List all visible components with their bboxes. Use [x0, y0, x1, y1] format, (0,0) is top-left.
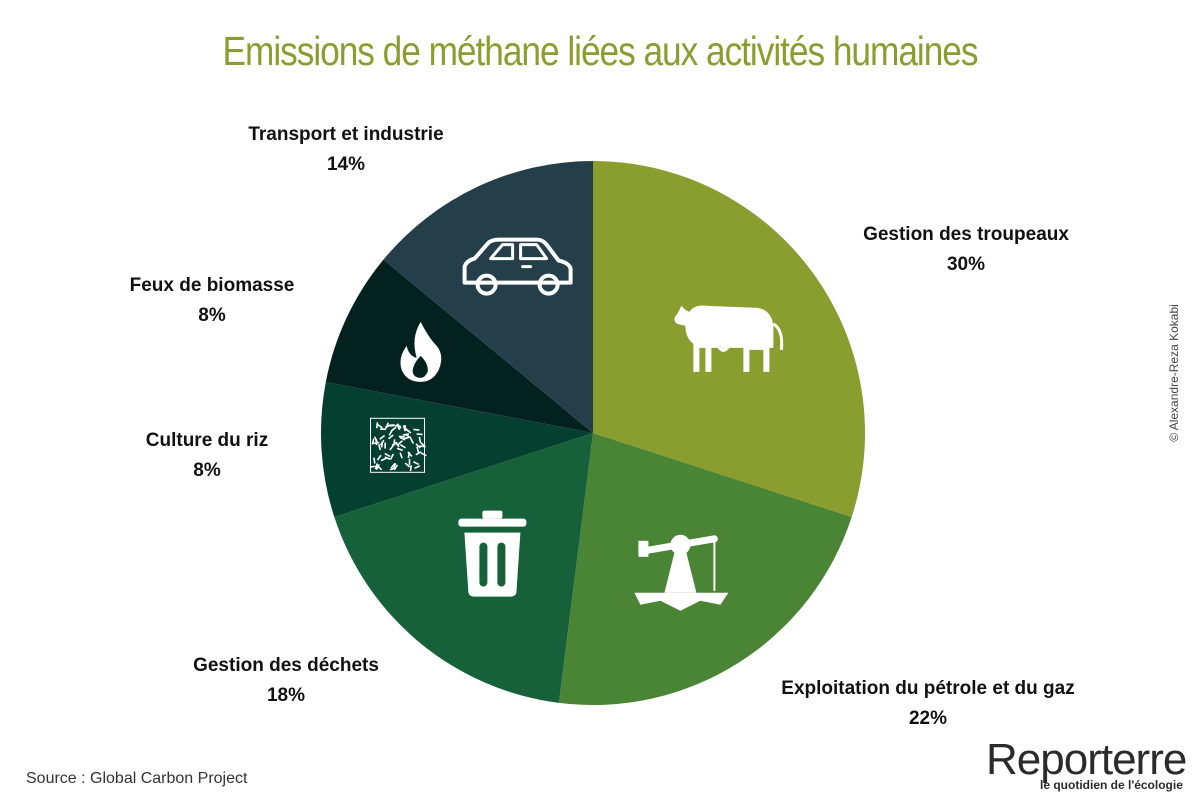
slice-value-label: 18%: [267, 685, 305, 706]
slice-value-label: 8%: [193, 460, 221, 481]
chart-title: Emissions de méthane liées aux activités…: [222, 28, 979, 74]
pie-slice-2: [558, 433, 852, 706]
pie-icons: [369, 237, 784, 611]
logo-tagline: le quotidien de l'écologie: [1040, 778, 1183, 792]
pie-slice-6: [383, 161, 593, 433]
logo-name: Reporterre: [986, 735, 1187, 784]
slice-value-label: 22%: [909, 708, 947, 729]
reporterre-logo[interactable]: Reporterre le quotidien de l'écologie: [986, 736, 1187, 796]
slice-value-label: 30%: [947, 254, 985, 275]
slice-label: Feux de biomasse: [130, 275, 295, 296]
pie-slice-4: [321, 382, 593, 518]
slice-value-label: 8%: [198, 305, 226, 326]
car-icon: [462, 237, 573, 296]
slice-label: Gestion des troupeaux: [863, 224, 1069, 245]
oil-pump-icon: [634, 534, 729, 611]
rice-icon: [369, 417, 427, 473]
slice-label: Transport et industrie: [248, 124, 443, 145]
slice-label: Culture du riz: [146, 430, 268, 451]
slice-label: Gestion des déchets: [193, 655, 379, 676]
trash-icon: [458, 510, 527, 597]
pie-labels: Gestion des troupeaux 30% Exploitation du …: [130, 124, 1075, 729]
pie-slices: [321, 161, 866, 706]
photo-credit: © Alexandre-Reza Kokabi: [1167, 304, 1181, 442]
pie-slice-3: [334, 433, 593, 703]
slice-value-label: 14%: [327, 154, 365, 175]
pie-slice-5: [325, 259, 593, 433]
source-note: Source : Global Carbon Project: [26, 770, 248, 787]
cow-icon: [674, 305, 784, 372]
slice-label: Exploitation du pétrole et du gaz: [781, 678, 1074, 699]
flame-icon: [400, 321, 442, 382]
